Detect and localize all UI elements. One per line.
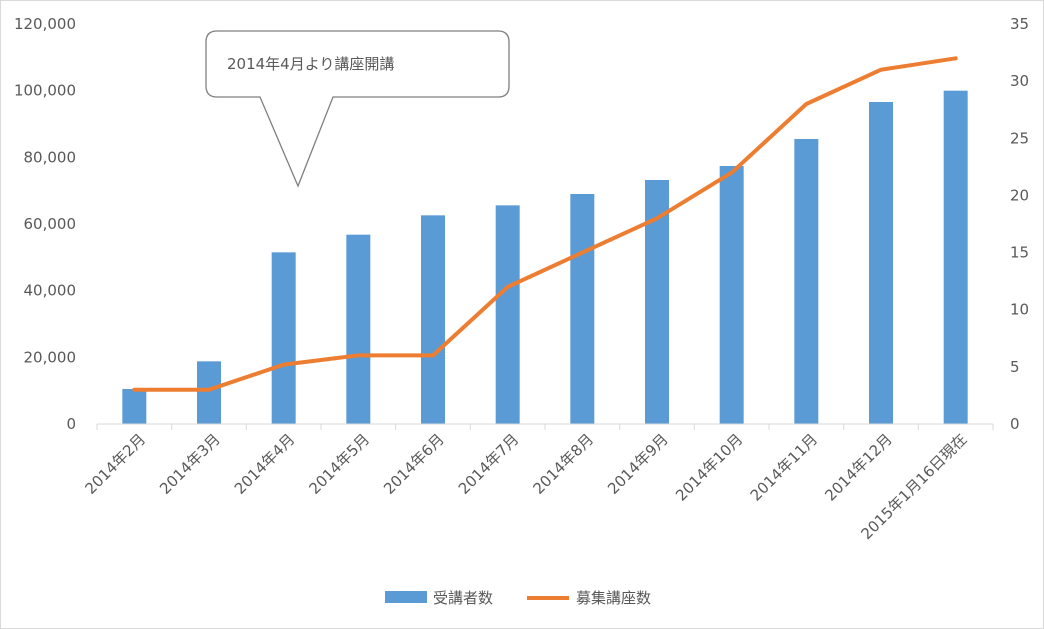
legend-label-line: 募集講座数	[576, 589, 651, 607]
legend-swatch-bar	[385, 591, 427, 603]
x-axis-tick-label: 2014年11月	[747, 430, 821, 504]
right-axis-tick-label: 15	[1010, 244, 1029, 262]
right-axis-tick-label: 35	[1010, 15, 1029, 33]
x-axis-tick-label: 2014年4月	[231, 430, 299, 498]
callout-bubble	[205, 30, 510, 188]
x-axis-tick-label: 2014年10月	[672, 430, 746, 504]
bar	[421, 215, 445, 424]
legend: 受講者数 募集講座数	[385, 589, 651, 607]
bar	[346, 234, 371, 424]
x-axis-tick-label: 2014年9月	[604, 430, 672, 498]
right-axis-tick-label: 30	[1010, 72, 1029, 90]
left-axis-ticks: 0 20,000 40,000 60,000 80,000 100,000 120,000	[14, 15, 76, 433]
x-axis-tick-label: 2014年6月	[380, 430, 448, 498]
x-axis-tick-label: 2014年8月	[529, 430, 597, 498]
left-axis-tick-label: 120,000	[14, 15, 76, 33]
legend-label-bar: 受講者数	[433, 589, 493, 607]
right-axis-tick-label: 10	[1010, 301, 1029, 319]
bar	[794, 139, 819, 424]
left-axis-tick-label: 100,000	[14, 82, 76, 100]
x-axis-tick-label: 2014年5月	[305, 430, 373, 498]
bar	[869, 102, 893, 424]
x-axis-tick-label: 2014年12月	[821, 430, 895, 504]
bar	[271, 252, 296, 424]
right-axis-tick-label: 5	[1010, 358, 1020, 376]
left-axis-tick-label: 60,000	[24, 215, 77, 233]
bar	[495, 205, 520, 424]
right-axis-tick-label: 20	[1010, 186, 1029, 204]
left-axis-tick-label: 40,000	[24, 282, 77, 300]
annotation-callout: 2014年4月より講座開講	[205, 30, 510, 188]
bar	[719, 166, 744, 424]
line-series	[132, 56, 958, 392]
x-axis-tick-label: 2014年2月	[81, 430, 149, 498]
left-axis-tick-label: 20,000	[24, 348, 77, 366]
x-axis-tick-marks	[96, 424, 994, 430]
right-axis-ticks: 0 5 10 15 20 25 30 35	[1010, 15, 1029, 433]
x-axis-labels: 2014年2月 2014年3月 2014年4月 2014年5月 2014年6月 2014年…	[81, 430, 970, 543]
bar	[197, 361, 221, 424]
bar	[943, 90, 968, 425]
callout-text: 2014年4月より講座開講	[227, 55, 394, 73]
x-axis-tick-label: 2014年7月	[455, 430, 523, 498]
x-axis-tick-label: 2014年3月	[156, 430, 224, 498]
right-axis-tick-label: 0	[1010, 415, 1020, 433]
bar-series	[122, 90, 968, 425]
left-axis-tick-label: 80,000	[24, 148, 77, 166]
bar	[570, 194, 595, 424]
left-axis-tick-label: 0	[66, 415, 76, 433]
bar	[122, 389, 147, 424]
right-axis-tick-label: 25	[1010, 129, 1029, 147]
